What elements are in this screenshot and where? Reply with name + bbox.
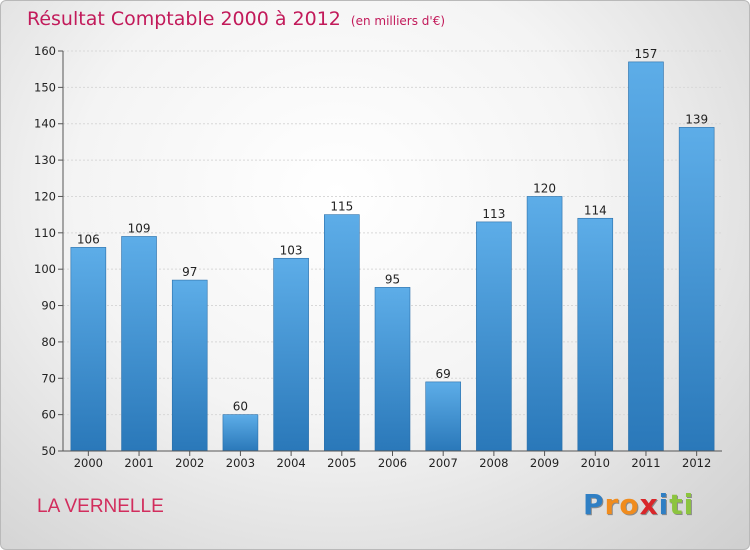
x-tick-label: 2005 bbox=[327, 456, 356, 470]
bar bbox=[678, 127, 715, 452]
x-tick-label: 2008 bbox=[479, 456, 508, 470]
logo-letter: i bbox=[683, 488, 695, 521]
x-tick-label: 2003 bbox=[226, 456, 255, 470]
bar bbox=[273, 257, 309, 452]
y-tick-label: 150 bbox=[34, 80, 56, 94]
proxiti-logo[interactable]: Proxiti bbox=[583, 488, 694, 521]
logo-letter: i bbox=[658, 488, 670, 521]
bar bbox=[121, 236, 157, 452]
y-tick-label: 160 bbox=[34, 44, 56, 58]
bar bbox=[324, 214, 360, 452]
chart-title: Résultat Comptable 2000 à 2012 (en millie… bbox=[27, 8, 445, 30]
data-label: 69 bbox=[436, 367, 451, 381]
y-tick-label: 120 bbox=[34, 189, 56, 203]
data-label: 97 bbox=[182, 265, 197, 279]
data-label: 95 bbox=[385, 272, 400, 286]
bar bbox=[526, 196, 563, 452]
bar bbox=[577, 217, 614, 452]
x-tick-label: 2011 bbox=[631, 456, 660, 470]
bar bbox=[70, 247, 107, 452]
bar bbox=[171, 279, 208, 452]
data-label: 103 bbox=[280, 243, 303, 257]
chart-title-text: Résultat Comptable 2000 à 2012 bbox=[27, 8, 341, 30]
bar bbox=[222, 414, 259, 452]
logo-letter: P bbox=[583, 488, 605, 521]
y-tick-label: 60 bbox=[41, 408, 56, 422]
y-tick-label: 70 bbox=[41, 371, 56, 385]
x-tick-label: 2006 bbox=[378, 456, 407, 470]
y-tick-label: 140 bbox=[34, 117, 56, 131]
data-label: 115 bbox=[330, 200, 353, 214]
bar bbox=[628, 61, 664, 452]
data-labels: 106 109 97 60 103 115 95 69 113 120 114 157 139 bbox=[77, 47, 708, 414]
chart-subtitle: (en milliers d'€) bbox=[350, 14, 446, 28]
bar-series bbox=[70, 61, 715, 452]
x-tick-label: 2012 bbox=[682, 456, 711, 470]
data-label: 113 bbox=[482, 207, 505, 221]
bar bbox=[425, 381, 461, 452]
y-tick-label: 50 bbox=[41, 444, 56, 458]
x-tick-label: 2007 bbox=[429, 456, 458, 470]
y-tick-label: 110 bbox=[34, 226, 56, 240]
data-label: 60 bbox=[233, 400, 248, 414]
logo-letter: t bbox=[669, 488, 684, 521]
x-tick-label: 2010 bbox=[581, 456, 610, 470]
data-label: 120 bbox=[533, 181, 556, 195]
x-tick-label: 2000 bbox=[74, 456, 103, 470]
y-tick-label: 130 bbox=[34, 153, 56, 167]
logo-letter: o bbox=[619, 488, 640, 521]
bar bbox=[476, 221, 512, 452]
x-tick-label: 2001 bbox=[124, 456, 153, 470]
data-label: 109 bbox=[128, 221, 151, 235]
y-tick-label: 90 bbox=[41, 299, 56, 313]
y-tick-label: 80 bbox=[41, 335, 56, 349]
x-tick-label: 2002 bbox=[175, 456, 204, 470]
commune-name: LA VERNELLE bbox=[37, 496, 164, 517]
data-label: 114 bbox=[584, 203, 607, 217]
data-label: 157 bbox=[635, 47, 658, 61]
logo-letter: x bbox=[639, 488, 659, 521]
logo-letter: r bbox=[604, 488, 620, 521]
data-label: 139 bbox=[685, 112, 708, 126]
axes: 50 60 70 80 90 100 110 120 130 140 150 160 2000 2001 2… bbox=[34, 44, 722, 470]
bar bbox=[374, 287, 411, 452]
data-label: 106 bbox=[77, 232, 100, 246]
y-tick-label: 100 bbox=[34, 262, 56, 276]
x-tick-label: 2004 bbox=[276, 456, 305, 470]
x-tick-label: 2009 bbox=[530, 456, 559, 470]
